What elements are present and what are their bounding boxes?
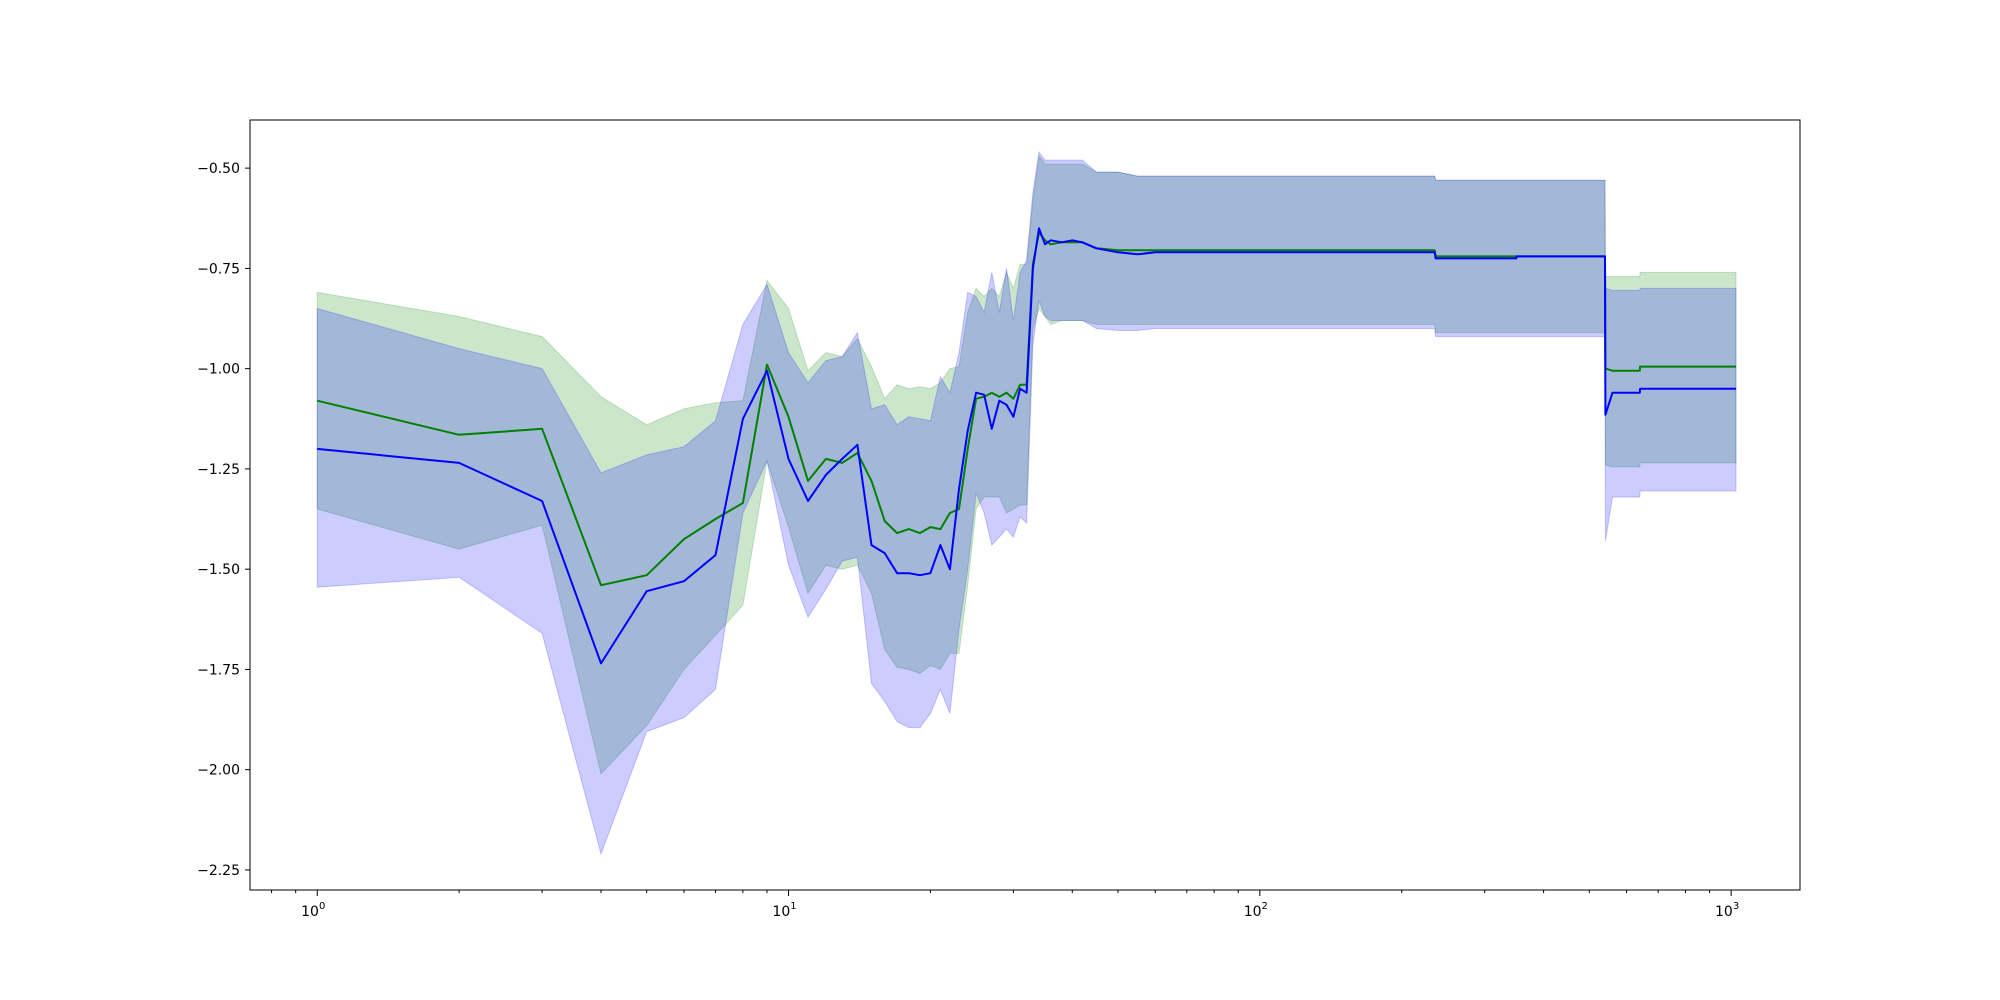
x-tick-label: 101 bbox=[772, 901, 796, 920]
y-tick-label: −1.00 bbox=[197, 362, 240, 378]
series-2-band bbox=[316, 150, 1737, 856]
x-tick-label-exponent: 0 bbox=[319, 901, 325, 912]
x-tick-label-base: 10 bbox=[1244, 904, 1262, 920]
x-tick-label-base: 10 bbox=[772, 904, 790, 920]
x-tick-label: 100 bbox=[301, 901, 325, 920]
y-tick-label: −1.75 bbox=[197, 662, 240, 678]
series-1-line bbox=[316, 231, 1736, 587]
y-tick-label: −2.00 bbox=[197, 763, 240, 779]
plot-frame bbox=[249, 119, 1801, 891]
x-tick-label-exponent: 1 bbox=[790, 901, 796, 912]
series-lines bbox=[316, 227, 1736, 665]
y-tick-label: −2.25 bbox=[197, 863, 240, 879]
y-axis: −0.50 −0.75 −1.00 −1.25 −1.50 −1.75 −2.00 −2.25 bbox=[197, 161, 250, 879]
confidence-bands bbox=[316, 150, 1737, 856]
y-tick-label: −0.50 bbox=[197, 161, 240, 177]
x-tick-label: 102 bbox=[1244, 901, 1268, 920]
series-1-band bbox=[316, 154, 1737, 775]
x-tick-label-exponent: 3 bbox=[1733, 901, 1739, 912]
x-tick-label-exponent: 2 bbox=[1262, 901, 1268, 912]
y-tick-label: −0.75 bbox=[197, 261, 240, 277]
x-tick-label-base: 10 bbox=[301, 904, 319, 920]
series-2-line bbox=[317, 227, 1736, 665]
x-tick-label: 103 bbox=[1715, 901, 1739, 920]
y-tick-label: −1.50 bbox=[197, 562, 240, 578]
y-tick-label: −1.25 bbox=[197, 462, 240, 478]
x-tick-label-base: 10 bbox=[1715, 904, 1733, 920]
x-axis: 100 101 102 103 bbox=[271, 890, 1739, 920]
